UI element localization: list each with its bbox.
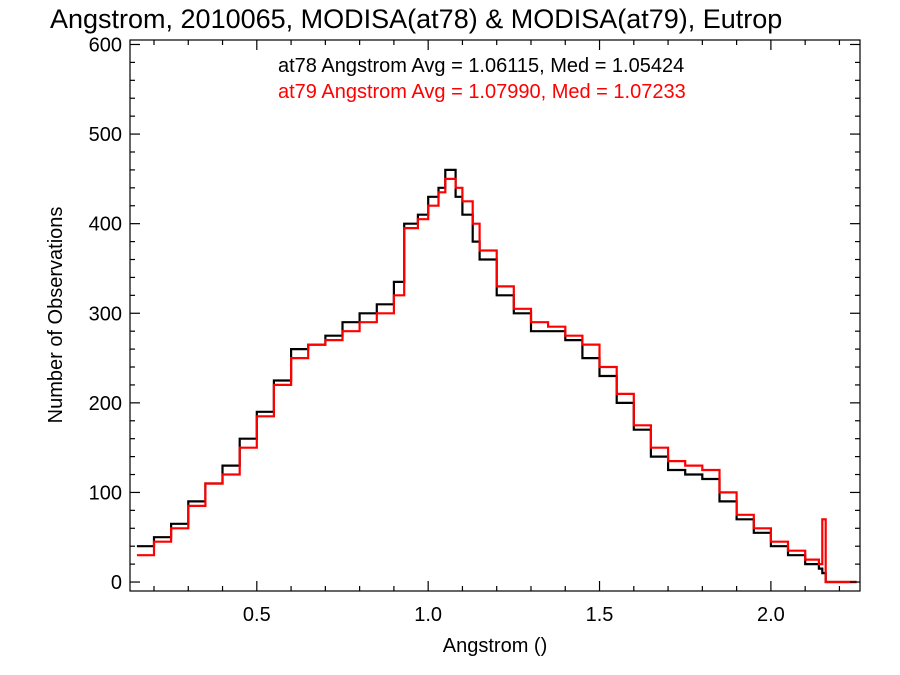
y-tick-label: 100	[89, 482, 122, 504]
y-tick-label: 500	[89, 124, 122, 146]
x-tick-label: 2.0	[757, 604, 785, 626]
plot-frame	[129, 39, 861, 592]
annotation-at78: at78 Angstrom Avg = 1.06115, Med = 1.054…	[278, 55, 684, 77]
series-layer	[136, 168, 857, 584]
chart-title: Angstrom, 2010065, MODISA(at78) & MODISA…	[50, 4, 782, 34]
annotation-at79: at79 Angstrom Avg = 1.07990, Med = 1.072…	[278, 81, 686, 103]
y-tick-label: 0	[111, 572, 122, 594]
y-axis-label: Number of Observations	[45, 207, 67, 424]
x-tick-label: 1.5	[586, 604, 614, 626]
series-line-at79	[136, 177, 857, 584]
y-tick-label: 200	[89, 393, 122, 415]
x-tick-label: 0.5	[243, 604, 271, 626]
y-tick-label: 400	[89, 214, 122, 236]
x-axis-label: Angstrom ()	[443, 635, 547, 657]
x-tick-label: 1.0	[414, 604, 442, 626]
y-tick-label: 600	[89, 34, 122, 56]
y-tick-label: 300	[89, 303, 122, 325]
ticks-layer: 0.5 1.0 1.5 2.0 0 100 200 300 400 500 600	[89, 34, 860, 626]
